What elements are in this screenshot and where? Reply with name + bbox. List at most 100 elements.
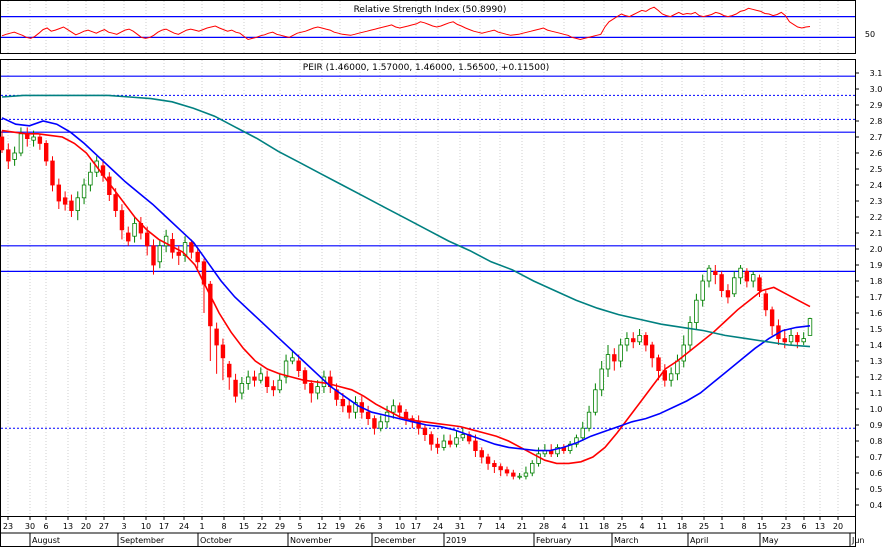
y-tick-label: 1.9 [870,261,883,270]
candle-body [485,456,491,464]
candle-body [435,443,440,448]
x-day-label: 21 [517,522,527,531]
y-tick-label: 1.5 [870,325,883,334]
candle-body [593,389,598,413]
x-day-label: 23 [3,522,13,531]
y-tick-label: 1.2 [870,373,883,382]
y-tick-label: 2.9 [870,101,883,110]
candle-body [631,338,636,343]
candle-body [517,475,522,478]
candle-body [492,462,497,467]
candle-body [618,344,623,362]
candle-body [75,197,80,212]
candle-body [744,270,750,282]
candle-body [88,171,93,186]
candle-body [18,133,24,154]
candle-body [227,363,232,378]
x-day-label: 29 [275,522,285,531]
x-day-label: 8 [221,522,226,531]
y-tick-label: 2.1 [870,229,883,238]
candle-body [384,411,390,423]
candle-body [340,398,346,407]
y-tick-label: 1.8 [870,277,883,286]
x-day-label: 11 [579,522,589,531]
y-tick-label: 2.7 [870,133,883,142]
x-day-label: 10 [141,522,151,531]
candle-body [12,152,17,160]
x-month-label: March [614,536,638,545]
candle-body [643,334,649,346]
y-tick-label: 0.7 [870,453,883,462]
x-day-label: 3 [377,522,382,531]
candle-body [397,405,402,413]
candle-body [189,242,194,253]
x-day-label: 31 [455,522,465,531]
y-tick-label: 2.3 [870,197,883,206]
x-day-label: 1 [719,522,724,531]
x-axis: 23 30 6 13 20 27 3 10 17 24 1 8 15 22 29 5 12 19 26 3 10 17 24… [0,516,865,547]
y-tick-label: 1.1 [870,389,883,398]
candle-body [163,235,169,247]
x-month-label: November [290,536,332,545]
x-day-label: 6 [43,522,48,531]
candle-body [706,267,712,282]
candle-body [713,270,718,275]
candle-body [37,136,43,144]
candle-body [656,357,661,371]
candle-body [43,142,49,162]
x-day-label: 17 [411,522,421,531]
y-tick-label: 1.3 [870,357,883,366]
candle-body [599,368,604,391]
candle-body [725,290,731,298]
candle-body [668,373,674,381]
candle-body [574,437,579,445]
x-day-label: 25 [699,522,709,531]
candle-body [441,440,447,448]
price-horizontal-lines [1,75,855,429]
candle-body [422,427,428,436]
candle-body [0,136,5,151]
x-month-label: 2019 [446,536,466,545]
candle-body [807,318,813,336]
y-tick-label: 2.6 [870,149,883,158]
moving-average-line-1 [1,129,811,465]
x-day-label: 6 [801,522,806,531]
x-day-label: 27 [99,522,109,531]
candle-body [447,440,453,445]
x-day-label: 15 [239,522,249,531]
price-panel-frame [0,59,856,517]
x-day-label: 15 [757,522,767,531]
x-month-label: December [374,536,416,545]
x-day-label: 12 [317,522,327,531]
x-day-label: 25 [617,522,627,531]
rsi-y-tick-50: 50 [865,30,875,39]
x-day-label: 18 [677,522,687,531]
candle-body [555,446,560,455]
y-tick-label: 2.4 [870,181,883,190]
candle-body [239,382,245,394]
candle-body [732,277,737,295]
x-day-label: 17 [159,522,169,531]
x-axis-frame [0,516,856,547]
x-axis-month-labels: August September October November December 20… [29,533,865,546]
candle-body [700,280,705,301]
x-day-label: 24 [433,522,443,531]
price-grid [7,60,839,516]
x-day-label: 23 [781,522,791,531]
rsi-panel-frame [0,0,856,54]
candle-body [788,334,794,343]
candle-body [391,405,396,413]
candle-body [271,386,276,391]
candle-body [460,434,466,439]
y-tick-label: 3.0 [870,85,883,94]
x-day-label: 13 [63,522,73,531]
candle-body [498,466,503,471]
y-tick-label: 2.2 [870,213,883,222]
x-month-label: Jun [851,536,865,545]
rsi-panel: Relative Strength Index (50.8990) 50 [0,0,875,54]
candle-body [264,376,270,388]
candle-body [801,338,806,343]
rsi-series-line [1,6,811,41]
x-day-label: 26 [355,522,365,531]
candle-body [233,379,238,397]
